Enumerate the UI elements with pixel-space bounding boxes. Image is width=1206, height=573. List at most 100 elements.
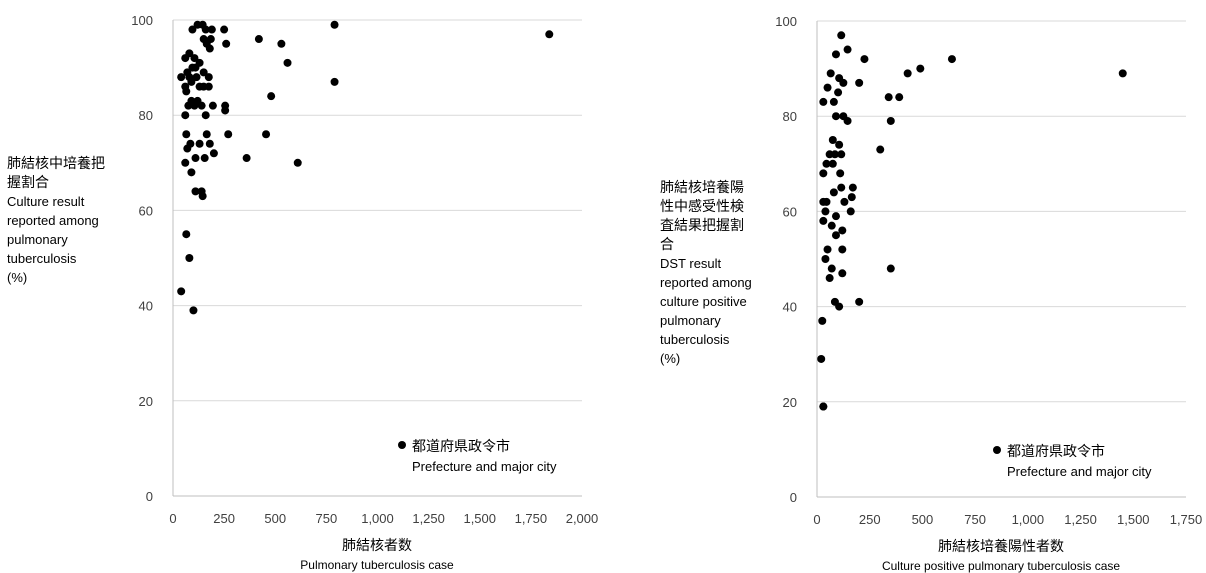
data-point xyxy=(819,169,828,178)
data-point xyxy=(837,150,846,159)
x-tick-label: 1,000 xyxy=(361,511,394,526)
data-point xyxy=(187,168,196,177)
data-point xyxy=(204,82,213,91)
data-point xyxy=(220,25,229,34)
data-point xyxy=(267,92,276,101)
x-tick-label: 1,750 xyxy=(1170,512,1203,527)
data-point xyxy=(207,25,216,34)
x-tick-label: 500 xyxy=(912,512,934,527)
data-point xyxy=(182,87,191,96)
data-point xyxy=(831,231,840,240)
y-tick-label: 100 xyxy=(131,13,153,28)
y-tick-label: 60 xyxy=(139,203,153,218)
data-point xyxy=(277,39,286,48)
data-point xyxy=(831,50,840,59)
data-point xyxy=(330,20,339,29)
chart-culture-result: 0 20 40 60 80 100 0 250 500 750 1,000 1,250 1,500 1,7… xyxy=(7,13,598,572)
y-axis-label-line: 査結果把握割 xyxy=(660,217,744,233)
y-tick-label: 0 xyxy=(790,490,797,505)
data-point xyxy=(330,77,339,86)
legend-marker xyxy=(993,446,1001,454)
data-point xyxy=(838,269,847,278)
y-axis-label-line: pulmonary xyxy=(660,313,721,328)
data-point xyxy=(843,45,852,54)
y-axis-label-line: Culture result xyxy=(7,194,85,209)
x-axis-label: 肺結核者数 xyxy=(342,537,412,553)
data-point xyxy=(197,101,206,110)
data-point xyxy=(204,73,213,82)
data-point xyxy=(895,93,904,102)
data-point xyxy=(848,183,857,192)
y-tick-label: 40 xyxy=(139,299,153,314)
data-point xyxy=(199,68,208,77)
data-point xyxy=(828,159,837,168)
data-point xyxy=(835,140,844,149)
data-point xyxy=(823,245,832,254)
legend-marker xyxy=(398,441,406,449)
data-point xyxy=(903,69,912,78)
data-point xyxy=(187,77,196,86)
y-axis-label-line: (%) xyxy=(660,351,680,366)
y-axis-label-line: 肺結核培養陽 xyxy=(660,179,744,195)
y-axis-label-line: reported among xyxy=(7,213,99,228)
data-point xyxy=(876,145,885,154)
x-axis-label-en: Pulmonary tuberculosis case xyxy=(300,558,454,572)
y-tick-label: 80 xyxy=(783,109,797,124)
legend-label-en: Prefecture and major city xyxy=(412,459,557,474)
data-point xyxy=(222,39,231,48)
data-point xyxy=(188,25,197,34)
data-point xyxy=(819,216,828,225)
data-point xyxy=(198,192,207,201)
data-point xyxy=(191,187,200,196)
data-point xyxy=(182,230,191,239)
data-point xyxy=(829,97,838,106)
data-point xyxy=(195,139,204,148)
x-axis-label: 肺結核培養陽性者数 xyxy=(938,538,1064,554)
data-point xyxy=(843,116,852,125)
data-point xyxy=(819,402,828,411)
data-point xyxy=(838,245,847,254)
data-point xyxy=(185,254,194,262)
y-tick-label: 0 xyxy=(146,489,153,504)
data-point xyxy=(826,69,835,78)
data-point xyxy=(181,111,190,120)
y-axis-label-line: tuberculosis xyxy=(660,332,730,347)
x-tick-label: 750 xyxy=(964,512,986,527)
y-axis-label-line: reported among xyxy=(660,275,752,290)
y-tick-label: 20 xyxy=(139,394,153,409)
y-axis-label-line: DST result xyxy=(660,256,722,271)
data-point xyxy=(830,150,839,159)
x-tick-label: 250 xyxy=(213,511,235,526)
x-tick-label: 1,250 xyxy=(412,511,445,526)
data-point xyxy=(242,154,251,163)
x-tick-label: 1,500 xyxy=(463,511,496,526)
data-point xyxy=(209,149,218,158)
y-axis-label-line: 性中感受性検 xyxy=(660,198,744,214)
x-tick-label: 0 xyxy=(169,511,176,526)
data-point xyxy=(860,55,869,64)
data-point xyxy=(829,188,838,197)
y-axis-label-line: 肺結核中培養把 xyxy=(7,155,105,171)
y-axis-label-line: (%) xyxy=(7,270,27,285)
data-point xyxy=(1118,69,1127,78)
data-point xyxy=(827,264,836,273)
data-point xyxy=(205,44,214,53)
data-point xyxy=(201,111,210,120)
data-point xyxy=(822,159,831,168)
data-point xyxy=(886,264,895,273)
data-point xyxy=(254,35,263,44)
data-point xyxy=(847,193,856,202)
data-point xyxy=(191,154,200,163)
data-point xyxy=(181,54,190,63)
data-point xyxy=(821,255,830,263)
data-point xyxy=(208,101,217,110)
y-tick-label: 20 xyxy=(783,395,797,410)
data-point xyxy=(831,212,840,221)
legend-label: 都道府県政令市 xyxy=(1007,443,1105,459)
data-point xyxy=(855,297,864,306)
data-point xyxy=(818,316,827,325)
data-point xyxy=(283,58,292,67)
x-tick-label: 2,000 xyxy=(566,511,599,526)
x-tick-label: 500 xyxy=(264,511,286,526)
data-point xyxy=(205,139,214,148)
